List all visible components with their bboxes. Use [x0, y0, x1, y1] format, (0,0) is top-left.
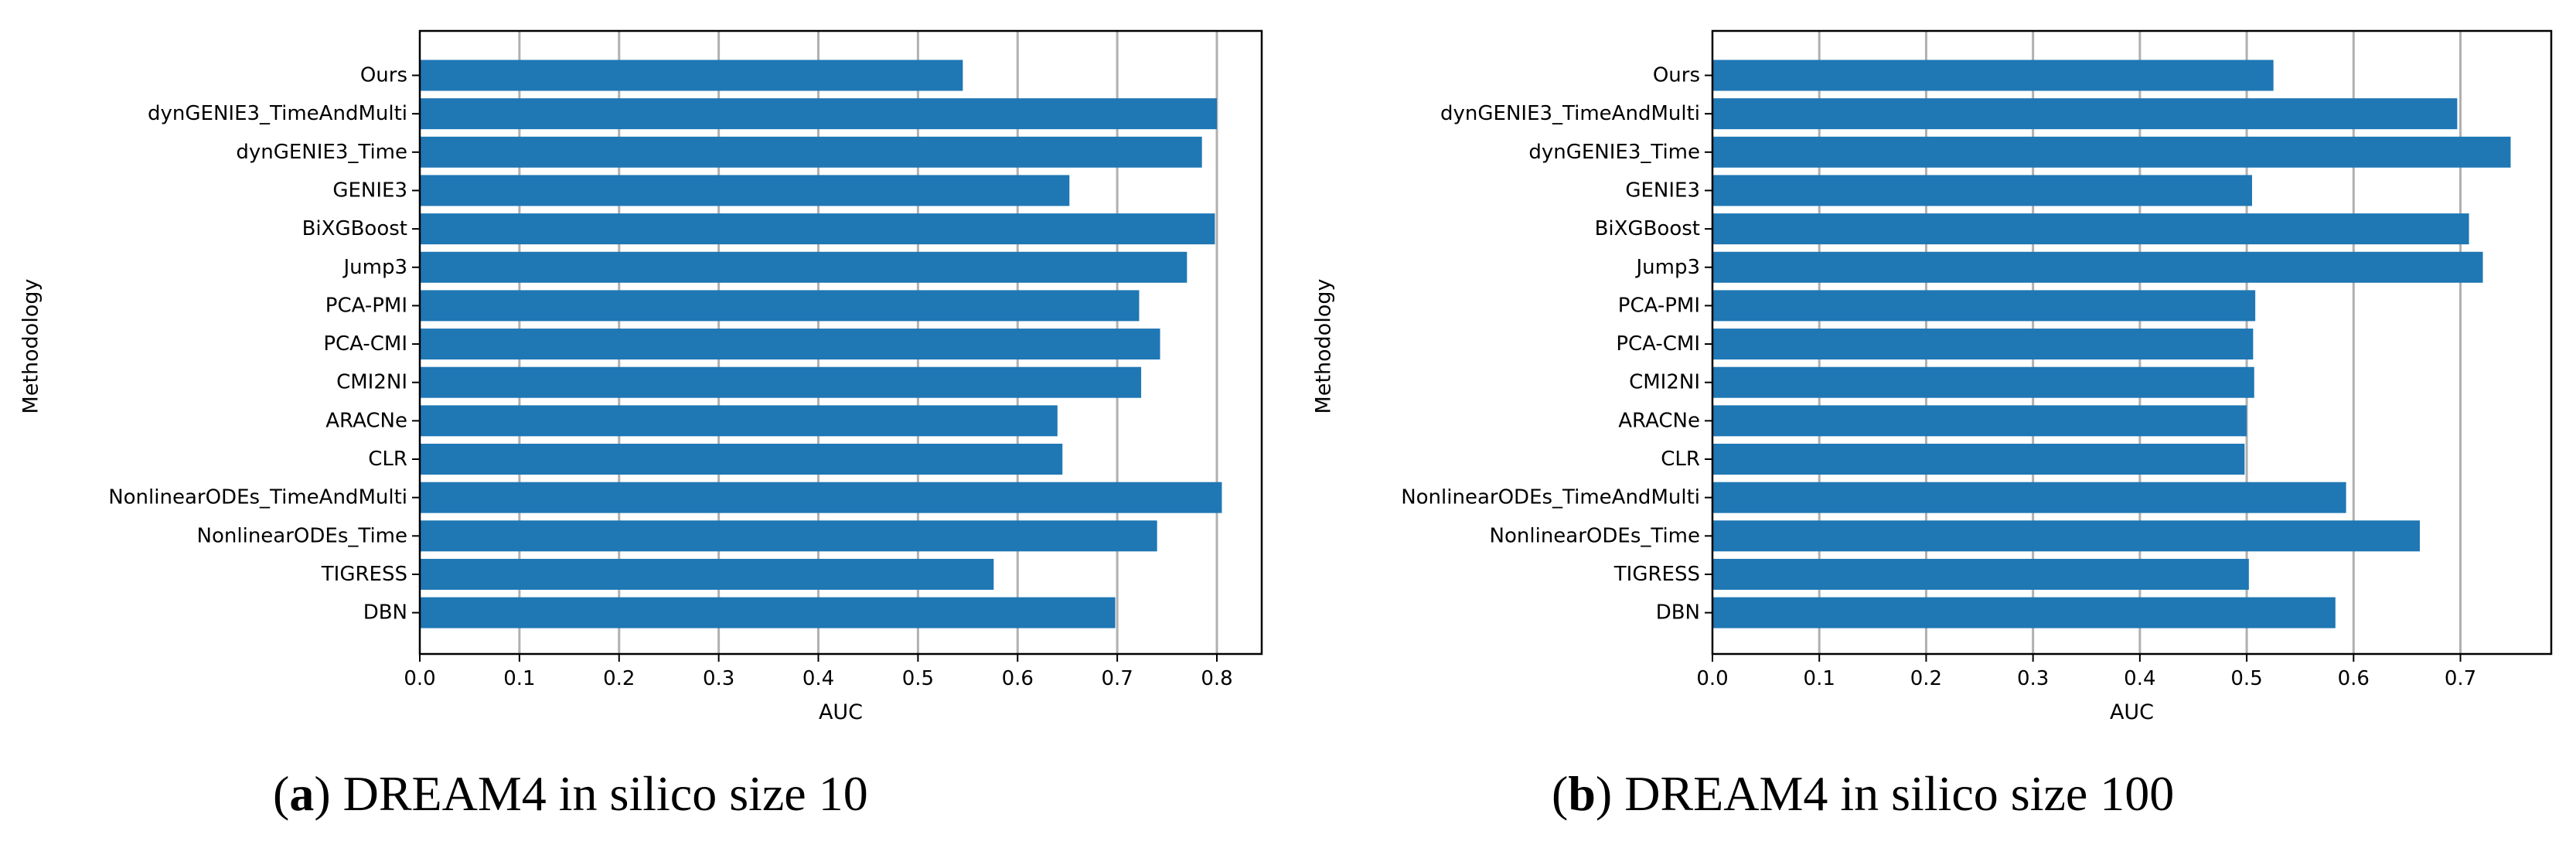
x-tick-label: 0.4 [802, 667, 834, 690]
y-tick-label: GENIE3 [1625, 179, 1700, 202]
caption-b-close-paren: ) [1595, 766, 1613, 821]
bar [420, 213, 1215, 245]
bar [1712, 329, 2254, 360]
bar [420, 98, 1218, 130]
y-axis-label: Methodology [19, 279, 43, 414]
x-tick-label: 0.3 [2017, 667, 2049, 690]
y-tick-label: NonlinearODEs_Time [197, 524, 407, 547]
x-tick-label: 0.7 [1101, 667, 1133, 690]
y-tick-label: BiXGBoost [1595, 217, 1700, 240]
x-tick-label: 0.2 [1910, 667, 1942, 690]
caption-b-text: DREAM4 in silico size 100 [1612, 766, 2175, 821]
bar [1712, 482, 2346, 513]
bar [420, 329, 1160, 360]
y-tick-label: GENIE3 [332, 179, 407, 202]
bar [1712, 60, 2274, 91]
y-tick-label: DBN [1656, 601, 1700, 625]
bar [1712, 366, 2254, 398]
y-tick-label: Jump3 [1634, 256, 1700, 279]
x-tick-label: 0.0 [404, 667, 435, 690]
x-tick-label: 0.6 [2338, 667, 2370, 690]
y-tick-label: dynGENIE3_TimeAndMulti [148, 102, 407, 125]
bar [1712, 405, 2247, 437]
y-tick-label: CLR [368, 448, 407, 471]
caption-b-open-paren: ( [1552, 766, 1569, 821]
bar [420, 136, 1202, 168]
caption-a-text: DREAM4 in silico size 10 [330, 766, 868, 821]
bar [420, 482, 1222, 513]
bar [420, 290, 1140, 322]
bar [420, 366, 1142, 398]
x-tick-label: 0.1 [503, 667, 535, 690]
caption-b: (b) DREAM4 in silico size 100 [1552, 765, 2174, 822]
bar [1712, 597, 2336, 628]
y-tick-label: CLR [1661, 448, 1700, 471]
bar [420, 558, 994, 590]
bar [420, 251, 1187, 283]
y-tick-label: PCA-PMI [325, 294, 407, 317]
x-tick-label: 0.7 [2445, 667, 2476, 690]
bar [1712, 136, 2511, 168]
bar [420, 405, 1058, 437]
x-tick-label: 0.1 [1804, 667, 1835, 690]
y-tick-label: TIGRESS [321, 563, 407, 586]
bar [1712, 98, 2458, 130]
plot-frame [418, 29, 1263, 656]
y-tick-label: CMI2NI [1629, 371, 1700, 394]
caption-a: (a) DREAM4 in silico size 10 [273, 765, 868, 822]
caption-b-letter: b [1568, 766, 1596, 821]
y-tick-label: ARACNe [1618, 409, 1700, 432]
y-tick-label: BiXGBoost [302, 217, 407, 240]
y-tick-label: ARACNe [325, 409, 407, 432]
x-tick-label: 0.6 [1002, 667, 1034, 690]
y-tick-label: Jump3 [342, 256, 407, 279]
x-tick-label: 0.4 [2124, 667, 2155, 690]
chart-panel-b: Ours dynGENIE3_TimeAndMulti dynGENIE3_Time… [1312, 29, 2553, 724]
y-tick-label: PCA-PMI [1618, 294, 1700, 317]
y-tick-label: NonlinearODEs_Time [1490, 524, 1700, 547]
bar [1712, 213, 2469, 245]
x-tick-label: 0.0 [1696, 667, 1728, 690]
y-tick-label: dynGENIE3_TimeAndMulti [1440, 102, 1700, 125]
caption-a-letter: a [289, 766, 315, 821]
bar [1712, 520, 2420, 552]
caption-a-close-paren: ) [314, 766, 331, 821]
y-tick-label: DBN [363, 601, 407, 625]
x-axis-label: AUC [819, 700, 863, 724]
x-tick-label: 0.3 [703, 667, 734, 690]
y-tick-label: dynGENIE3_Time [236, 141, 407, 164]
y-tick-label: NonlinearODEs_TimeAndMulti [1401, 486, 1700, 509]
y-tick-label: PCA-CMI [323, 332, 407, 356]
x-tick-label: 0.5 [902, 667, 934, 690]
y-tick-label: NonlinearODEs_TimeAndMulti [108, 486, 407, 509]
x-tick-label: 0.8 [1201, 667, 1232, 690]
y-axis-label: Methodology [1312, 279, 1336, 414]
y-tick-label: Ours [1653, 64, 1700, 87]
plot-frame [1711, 29, 2553, 656]
bar [420, 60, 963, 91]
caption-a-open-paren: ( [273, 766, 290, 821]
bar [1712, 175, 2252, 206]
chart-panel-a: Ours dynGENIE3_TimeAndMulti dynGENIE3_Time… [19, 29, 1263, 724]
y-tick-label: TIGRESS [1613, 563, 1700, 586]
bar [420, 597, 1116, 628]
x-tick-label: 0.2 [603, 667, 635, 690]
y-tick-label: PCA-CMI [1616, 332, 1700, 356]
x-axis-label: AUC [2110, 700, 2154, 724]
bar [1712, 444, 2245, 475]
bar [1712, 290, 2256, 322]
x-tick-label: 0.5 [2230, 667, 2262, 690]
y-tick-label: dynGENIE3_Time [1528, 141, 1700, 164]
bar [1712, 558, 2249, 590]
bar [1712, 251, 2483, 283]
y-tick-label: CMI2NI [336, 371, 407, 394]
bar [420, 444, 1063, 475]
y-tick-label: Ours [360, 64, 407, 87]
bar [420, 175, 1070, 206]
bar [420, 520, 1157, 552]
